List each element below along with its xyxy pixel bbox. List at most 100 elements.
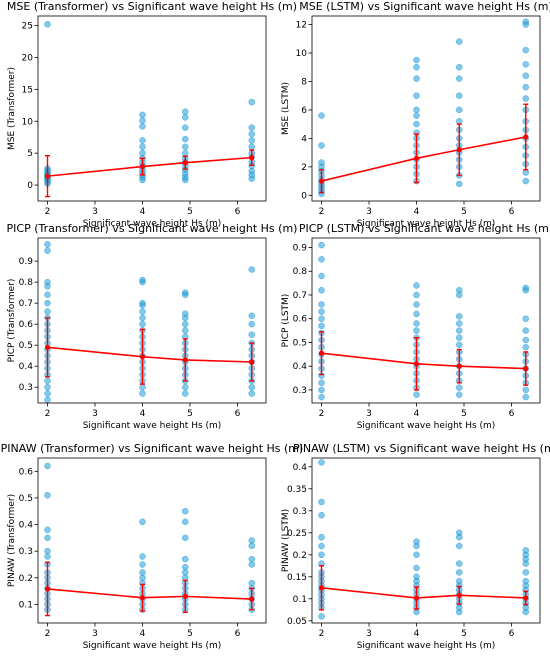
x-tick-label: 3 [92, 207, 98, 217]
y-tick-label: 0.5 [19, 494, 33, 504]
trend-line [321, 587, 526, 599]
data-point [413, 327, 420, 334]
x-tick-label: 6 [235, 629, 241, 639]
x-tick-label: 4 [140, 409, 146, 419]
trend-point [249, 155, 255, 161]
y-tick-label: 20 [22, 53, 34, 63]
x-tick-label: 5 [187, 207, 193, 217]
data-point [318, 511, 325, 519]
trend-point [182, 357, 188, 363]
x-axis-label: Significant wave height Hs (m) [83, 641, 222, 651]
data-point [44, 526, 51, 534]
trend-point [44, 586, 51, 592]
data-point [182, 135, 189, 143]
data-point [413, 564, 420, 572]
x-axis-label: Significant wave height Hs (m) [357, 421, 496, 431]
data-point [248, 331, 255, 338]
data-point [248, 143, 255, 151]
data-point [182, 310, 189, 317]
data-point [248, 579, 255, 587]
data-point [413, 538, 420, 545]
x-tick-label: 4 [414, 409, 420, 419]
y-tick-label: 0.3 [19, 383, 33, 393]
data-point [456, 313, 463, 320]
y-tick-label: 0.3 [19, 547, 33, 557]
y-axis-label: MSE (Transformer) [7, 67, 17, 150]
data-point [522, 46, 529, 54]
data-point [522, 577, 529, 585]
data-point [44, 308, 51, 315]
data-point [413, 291, 420, 299]
y-tick-label: 5 [27, 149, 33, 159]
data-point [248, 312, 255, 320]
x-tick-label: 6 [235, 207, 241, 217]
data-point [139, 149, 146, 157]
chart-panel-pinaw-transformer: PINAW (Transformer) vs Significant wave … [1, 442, 304, 651]
data-point [318, 286, 325, 294]
data-point [522, 284, 529, 292]
y-tick-label: 0.6 [293, 315, 308, 325]
data-point [248, 383, 255, 391]
data-point [139, 111, 146, 119]
data-point [456, 180, 463, 188]
x-tick-label: 3 [366, 409, 372, 419]
data-point [318, 322, 325, 330]
x-tick-label: 2 [319, 409, 325, 419]
x-tick-label: 3 [92, 409, 98, 419]
trend-point [139, 354, 146, 360]
x-tick-label: 2 [45, 207, 51, 217]
data-point [139, 569, 146, 576]
trend-point [249, 359, 255, 365]
data-point [248, 124, 255, 131]
data-point [182, 108, 189, 115]
data-point [318, 272, 325, 280]
data-point [318, 386, 325, 394]
y-tick-label: 10 [22, 117, 34, 127]
data-point [522, 386, 529, 394]
data-point [139, 308, 146, 315]
trend-point [413, 361, 420, 367]
x-tick-label: 6 [235, 409, 241, 419]
y-tick-label: 0.4 [19, 521, 34, 531]
x-tick-label: 4 [140, 207, 146, 217]
y-tick-label: 0.9 [293, 243, 308, 253]
y-tick-label: 25 [22, 22, 33, 32]
data-point [44, 21, 51, 28]
data-point [318, 315, 325, 322]
y-tick-label: 0.35 [287, 485, 307, 495]
plot-frame [311, 457, 541, 624]
data-point [44, 291, 51, 299]
x-tick-label: 2 [45, 629, 51, 639]
chart-panel-picp-lstm: PICP (LSTM) vs Significant wave height H… [281, 222, 550, 431]
y-tick-label: 4 [301, 134, 307, 144]
data-point [248, 390, 255, 397]
data-point [248, 555, 255, 563]
data-point [318, 542, 325, 550]
data-point [456, 560, 463, 567]
data-point [522, 547, 529, 554]
x-tick-label: 6 [509, 207, 515, 217]
y-tick-label: 0.9 [19, 257, 34, 267]
data-point [413, 112, 420, 119]
data-point [44, 247, 51, 254]
data-point [318, 112, 325, 119]
data-point [456, 38, 463, 45]
data-point [456, 118, 463, 125]
trend-point [44, 344, 51, 350]
data-point [139, 276, 146, 284]
y-tick-label: 0.1 [293, 595, 307, 605]
data-point [139, 390, 146, 397]
plot-frame [37, 457, 267, 624]
data-point [318, 256, 325, 263]
data-point [456, 75, 463, 82]
trend-point [456, 363, 462, 369]
y-tick-label: 0.5 [19, 341, 33, 351]
data-point [44, 278, 51, 286]
data-point [456, 341, 463, 349]
data-point [318, 498, 325, 506]
data-point [522, 61, 529, 68]
y-tick-label: 2 [301, 163, 307, 173]
y-tick-label: 0.6 [19, 467, 34, 477]
data-point [413, 106, 420, 114]
data-point [182, 149, 189, 157]
